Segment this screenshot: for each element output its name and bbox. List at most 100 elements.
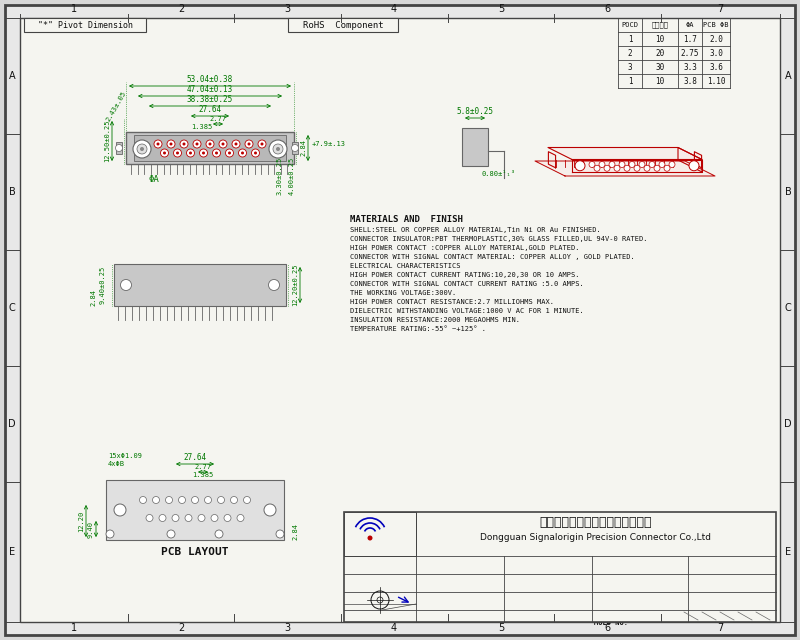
Text: X    ±0.38: X ±0.38 <box>346 565 389 571</box>
Circle shape <box>195 143 198 145</box>
Circle shape <box>276 530 284 538</box>
Circle shape <box>133 140 151 158</box>
Text: 1.385: 1.385 <box>192 472 214 478</box>
Text: 3: 3 <box>284 623 290 633</box>
Text: E: E <box>785 547 791 557</box>
Circle shape <box>237 515 244 522</box>
Circle shape <box>219 140 227 148</box>
Text: 杨冬梅: 杨冬梅 <box>452 567 468 576</box>
Text: 15xΦ1.09: 15xΦ1.09 <box>108 453 142 459</box>
Bar <box>344 512 776 622</box>
Text: PCB ΦB: PCB ΦB <box>703 22 729 28</box>
Text: 47.04±0.13: 47.04±0.13 <box>187 85 233 94</box>
Circle shape <box>182 143 186 145</box>
Circle shape <box>245 140 253 148</box>
Text: 4: 4 <box>391 623 397 633</box>
Text: DATE :: DATE : <box>506 558 531 564</box>
Text: RoHS  Component: RoHS Component <box>302 20 383 29</box>
Circle shape <box>226 149 234 157</box>
Circle shape <box>174 149 182 157</box>
Text: 接触展奇: 接触展奇 <box>651 22 669 28</box>
Text: 1: 1 <box>71 4 77 14</box>
Text: 5: 5 <box>498 4 504 14</box>
Text: POCD: POCD <box>622 22 638 28</box>
Circle shape <box>654 165 660 172</box>
Text: 9.40: 9.40 <box>88 520 94 538</box>
Text: SCALE:1:1: SCALE:1:1 <box>346 612 384 618</box>
Text: 3: 3 <box>284 4 290 14</box>
Text: 27.64: 27.64 <box>183 453 206 462</box>
Circle shape <box>180 140 188 148</box>
Bar <box>134 135 286 161</box>
Bar <box>462 128 488 166</box>
Text: 12.20: 12.20 <box>78 510 84 532</box>
Circle shape <box>659 161 665 168</box>
Bar <box>24 18 146 32</box>
Circle shape <box>575 161 585 171</box>
Bar <box>292 142 298 154</box>
Text: PR17W2FA0000000000000: PR17W2FA0000000000000 <box>679 603 769 609</box>
Text: DATE :: DATE : <box>506 594 531 600</box>
Circle shape <box>649 161 655 168</box>
Bar <box>114 264 286 306</box>
Circle shape <box>140 147 144 151</box>
Circle shape <box>202 152 205 154</box>
Circle shape <box>154 140 162 148</box>
Text: 7: 7 <box>717 4 723 14</box>
Circle shape <box>254 152 257 154</box>
Text: 1.385: 1.385 <box>191 124 213 130</box>
Text: HIGH POWER CONTACT RESISTANCE:2.7 MILLIOHMS MAX.: HIGH POWER CONTACT RESISTANCE:2.7 MILLIO… <box>350 299 554 305</box>
Circle shape <box>276 147 280 151</box>
Text: C: C <box>9 303 15 313</box>
Text: PCB LAYOUT: PCB LAYOUT <box>162 547 229 557</box>
Circle shape <box>121 280 131 291</box>
Text: C: C <box>785 303 791 313</box>
Text: 2: 2 <box>628 49 632 58</box>
Circle shape <box>115 145 122 152</box>
Text: 2: 2 <box>178 4 184 14</box>
Text: 1: 1 <box>628 77 632 86</box>
Text: 2.77: 2.77 <box>210 116 226 122</box>
Text: XX   ±0.25: XX ±0.25 <box>346 571 389 577</box>
Circle shape <box>624 165 630 172</box>
Circle shape <box>273 144 283 154</box>
Circle shape <box>228 152 231 154</box>
Text: 1: 1 <box>71 623 77 633</box>
Circle shape <box>367 536 373 541</box>
Text: 6: 6 <box>604 623 610 633</box>
Circle shape <box>589 161 595 168</box>
Circle shape <box>189 152 192 154</box>
Polygon shape <box>549 152 555 168</box>
Circle shape <box>146 515 153 522</box>
Circle shape <box>243 497 250 504</box>
Text: 6: 6 <box>604 4 610 14</box>
Text: 1: 1 <box>628 35 632 44</box>
Text: 4.00±0.25: 4.00±0.25 <box>289 157 295 195</box>
Text: CHECKED BY:: CHECKED BY: <box>418 576 465 582</box>
Circle shape <box>619 161 625 168</box>
Bar <box>116 142 122 154</box>
Text: B: B <box>9 187 15 197</box>
Text: TEMPERATURE RATING:-55° ~+125° .: TEMPERATURE RATING:-55° ~+125° . <box>350 326 486 332</box>
Text: DRAWED BY :: DRAWED BY : <box>418 558 465 564</box>
Circle shape <box>211 515 218 522</box>
Text: DRAW NO.: DRAW NO. <box>594 576 628 582</box>
Circle shape <box>247 143 250 145</box>
Circle shape <box>114 504 126 516</box>
Text: HIGH POWER CONTACT CURRENT RATING:10,20,30 OR 10 AMPS.: HIGH POWER CONTACT CURRENT RATING:10,20,… <box>350 272 579 278</box>
Text: 27.64: 27.64 <box>198 105 222 114</box>
Text: 38.38±0.25: 38.38±0.25 <box>187 95 233 104</box>
Text: D: D <box>8 419 16 429</box>
Text: DATE :: DATE : <box>506 576 531 582</box>
Text: 3.0: 3.0 <box>709 49 723 58</box>
Circle shape <box>639 161 645 168</box>
Circle shape <box>222 143 225 145</box>
Text: 2.84: 2.84 <box>292 524 298 541</box>
Text: 9.40±0.25: 9.40±0.25 <box>100 266 106 304</box>
Text: DIELECTRIC WITHSTANDING VOLTAGE:1000 V AC FOR 1 MINUTE.: DIELECTRIC WITHSTANDING VOLTAGE:1000 V A… <box>350 308 584 314</box>
Circle shape <box>261 143 263 145</box>
Circle shape <box>241 152 244 154</box>
Text: 3.3: 3.3 <box>683 63 697 72</box>
Circle shape <box>238 149 246 157</box>
Circle shape <box>230 497 238 504</box>
